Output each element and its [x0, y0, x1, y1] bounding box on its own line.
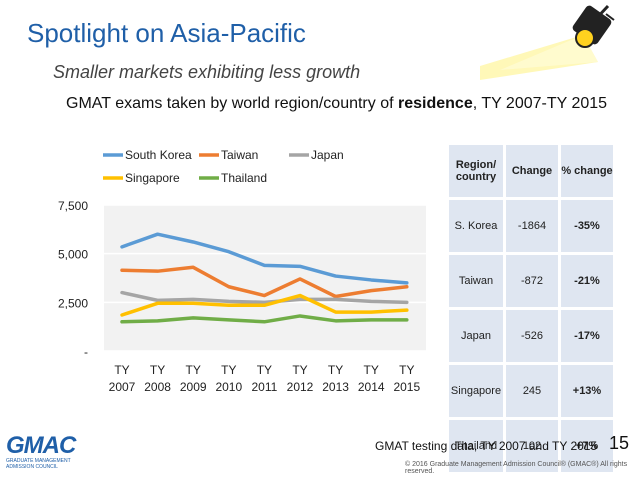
table-cell-pct: +13%	[558, 362, 616, 420]
chart-title-bold: residence	[398, 95, 473, 112]
x-tick-label: TY	[257, 363, 272, 377]
x-tick-label: 2007	[109, 380, 136, 394]
chart-title: GMAT exams taken by world region/country…	[66, 95, 607, 113]
table-cell-pct: -35%	[558, 197, 616, 255]
table-cell-region: S. Korea	[446, 197, 506, 255]
x-tick-label: TY	[186, 363, 201, 377]
y-tick-label: 5,000	[58, 248, 88, 262]
table-cell-region: Taiwan	[446, 252, 506, 310]
comparison-table: Region/ country Change % change S. Korea…	[446, 142, 616, 475]
x-tick-label: 2012	[287, 380, 314, 394]
legend-label: Singapore	[125, 171, 180, 185]
copyright-text: © 2016 Graduate Management Admission Cou…	[405, 461, 628, 475]
table-cell-region: Thailand	[446, 417, 506, 475]
series-line-thailand	[120, 314, 409, 324]
table-cell-change: 245	[503, 362, 561, 420]
legend-label: Thailand	[221, 171, 267, 185]
table-row: Japan -526 -17%	[446, 307, 616, 365]
y-tick-label: 7,500	[58, 199, 88, 213]
table-header: Change	[503, 142, 561, 200]
table-cell-pct: -21%	[558, 252, 616, 310]
table-row: Taiwan -872 -21%	[446, 252, 616, 310]
series-line-singapore	[120, 293, 409, 317]
x-tick-label: 2010	[215, 380, 242, 394]
x-tick-label: TY	[150, 363, 165, 377]
x-tick-label: TY	[114, 363, 129, 377]
x-tick-label: 2015	[393, 380, 420, 394]
x-tick-label: 2011	[251, 380, 277, 394]
table-cell-change: -526	[503, 307, 561, 365]
chart-title-post: , TY 2007-TY 2015	[472, 95, 608, 112]
spotlight-icon	[480, 4, 615, 80]
gmac-logo: GMAC GRADUATE MANAGEMENT ADMISSION COUNC…	[6, 432, 96, 470]
chart-title-pre: GMAT exams taken by world region/country…	[66, 95, 398, 112]
legend-label: Taiwan	[221, 148, 258, 162]
legend-label: Japan	[311, 148, 344, 162]
plot-area	[104, 205, 426, 351]
x-tick-label: 2013	[322, 380, 349, 394]
table-cell-change: -872	[503, 252, 561, 310]
x-tick-label: TY	[328, 363, 343, 377]
series-line-south-korea	[120, 232, 409, 285]
x-tick-label: TY	[399, 363, 414, 377]
x-tick-label: 2008	[144, 380, 171, 394]
table-row: Thailand 102 +7%	[446, 417, 616, 475]
series-line-taiwan	[120, 265, 409, 299]
legend-label: South Korea	[125, 148, 192, 162]
table-cell-pct: +7%	[558, 417, 616, 475]
table-row: S. Korea -1864 -35%	[446, 197, 616, 255]
x-tick-label: TY	[364, 363, 379, 377]
line-chart: - 2,500 5,000 7,500 TY 2007 TY 2008 TY 2009 TY 2010…	[58, 148, 426, 394]
table-header: % change	[558, 142, 616, 200]
x-tick-label: 2009	[180, 380, 207, 394]
y-tick-label: 2,500	[58, 296, 88, 310]
x-tick-label: 2014	[358, 380, 385, 394]
series-line-japan	[120, 290, 409, 305]
table-cell-region: Japan	[446, 307, 506, 365]
x-tick-label: TY	[292, 363, 307, 377]
table-header: Region/ country	[446, 142, 506, 200]
page-number: 15	[609, 433, 630, 453]
table-cell-pct: -17%	[558, 307, 616, 365]
table-cell-region: Singapore	[446, 362, 506, 420]
logo-text: GMAC	[6, 432, 76, 459]
slide-subtitle: Smaller markets exhibiting less growth	[53, 62, 361, 82]
table-row: Singapore 245 +13%	[446, 362, 616, 420]
table-cell-change: -1864	[503, 197, 561, 255]
footer-note: GMAT testing data, TY 2007 and TY 2015	[375, 439, 598, 453]
table-cell-change: 102	[503, 417, 561, 475]
slide-title: Spotlight on Asia-Pacific	[27, 18, 306, 48]
y-tick-label: -	[84, 345, 88, 359]
logo-subtext: GRADUATE MANAGEMENT ADMISSION COUNCIL	[6, 458, 71, 470]
table-header-row: Region/ country Change % change	[446, 142, 616, 200]
x-tick-label: TY	[221, 363, 236, 377]
